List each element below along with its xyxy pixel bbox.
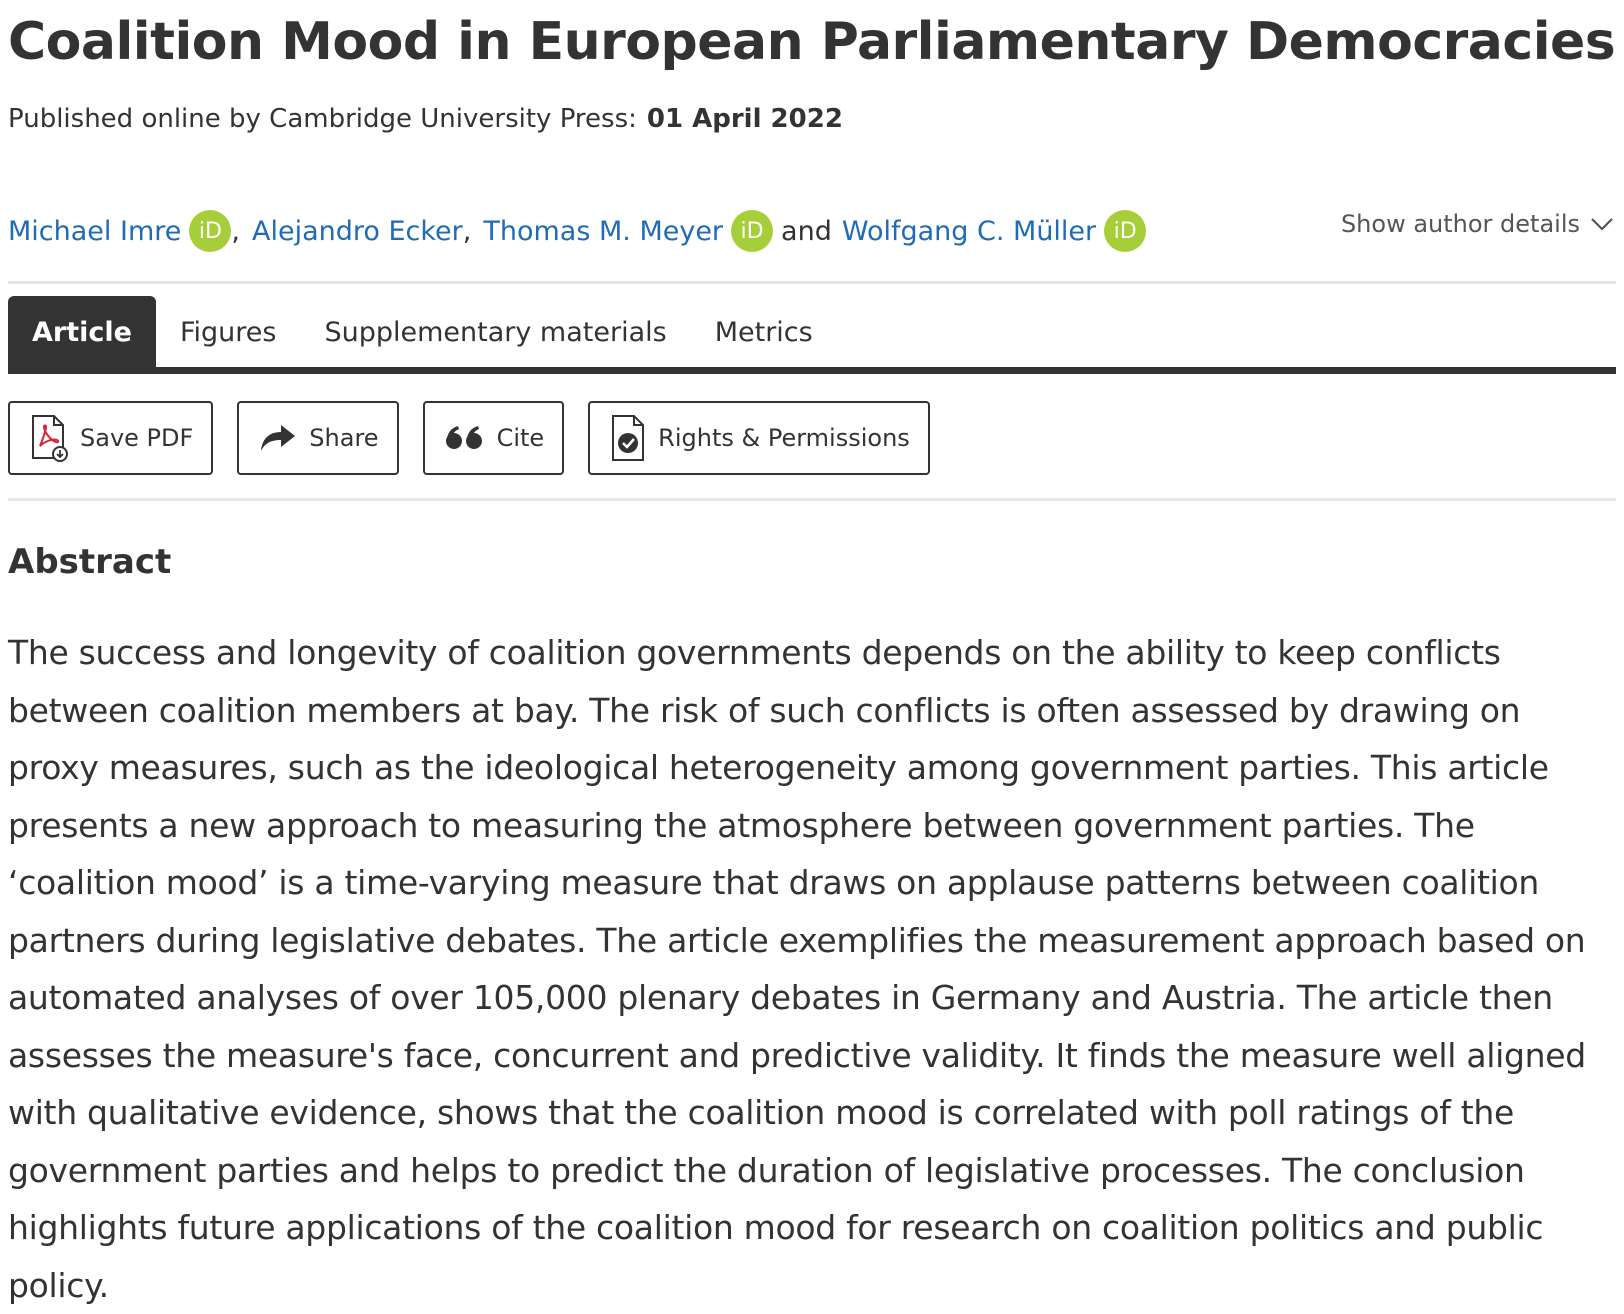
share-button[interactable]: Share (237, 401, 399, 475)
show-author-details-toggle[interactable]: Show author details (1341, 210, 1614, 238)
author-link-michael-imre[interactable]: Michael Imre (8, 215, 182, 247)
orcid-icon[interactable]: iD (1104, 210, 1147, 252)
author-conjunction: and (781, 215, 832, 247)
orcid-icon[interactable]: iD (189, 210, 232, 252)
published-date: 01 April 2022 (646, 104, 843, 134)
author-separator: , (462, 215, 472, 247)
header-divider (8, 281, 1616, 284)
author-link-thomas-meyer[interactable]: Thomas M. Meyer (483, 215, 724, 247)
save-pdf-label: Save PDF (80, 424, 194, 452)
article-actions: Save PDF Share Cite Rights & (8, 401, 954, 475)
abstract-heading: Abstract (8, 542, 172, 582)
chevron-down-icon (1591, 218, 1613, 231)
author-link-wolfgang-mueller[interactable]: Wolfgang C. Müller (841, 215, 1097, 247)
article-tabs: Article Figures Supplementary materials … (8, 296, 837, 368)
save-pdf-button[interactable]: Save PDF (8, 401, 214, 475)
share-arrow-icon (261, 425, 296, 451)
show-author-details-label: Show author details (1340, 210, 1580, 238)
share-label: Share (309, 424, 379, 452)
orcid-icon[interactable]: iD (731, 210, 774, 252)
published-label: Published online by Cambridge University… (8, 104, 637, 134)
document-check-icon (612, 415, 645, 461)
pdf-download-icon (32, 415, 68, 462)
publication-info: Published online by Cambridge University… (8, 104, 843, 134)
author-link-alejandro-ecker[interactable]: Alejandro Ecker (251, 215, 463, 247)
rights-permissions-label: Rights & Permissions (658, 424, 910, 452)
article-title: Coalition Mood in European Parliamentary… (8, 12, 1616, 72)
author-list: Michael Imre iD , Alejandro Ecker , Thom… (8, 209, 1147, 253)
author-separator: , (231, 215, 240, 247)
tab-article[interactable]: Article (8, 296, 156, 368)
quote-icon (445, 426, 482, 449)
tab-supplementary-materials[interactable]: Supplementary materials (324, 316, 667, 348)
actions-divider (8, 498, 1616, 501)
cite-button[interactable]: Cite (422, 401, 565, 475)
tab-metrics[interactable]: Metrics (714, 316, 813, 348)
abstract-text: The success and longevity of coalition g… (8, 633, 1586, 1305)
tab-underline-bar (8, 367, 1616, 374)
cite-label: Cite (496, 424, 545, 452)
rights-permissions-button[interactable]: Rights & Permissions (588, 401, 930, 475)
tab-figures[interactable]: Figures (179, 316, 277, 348)
